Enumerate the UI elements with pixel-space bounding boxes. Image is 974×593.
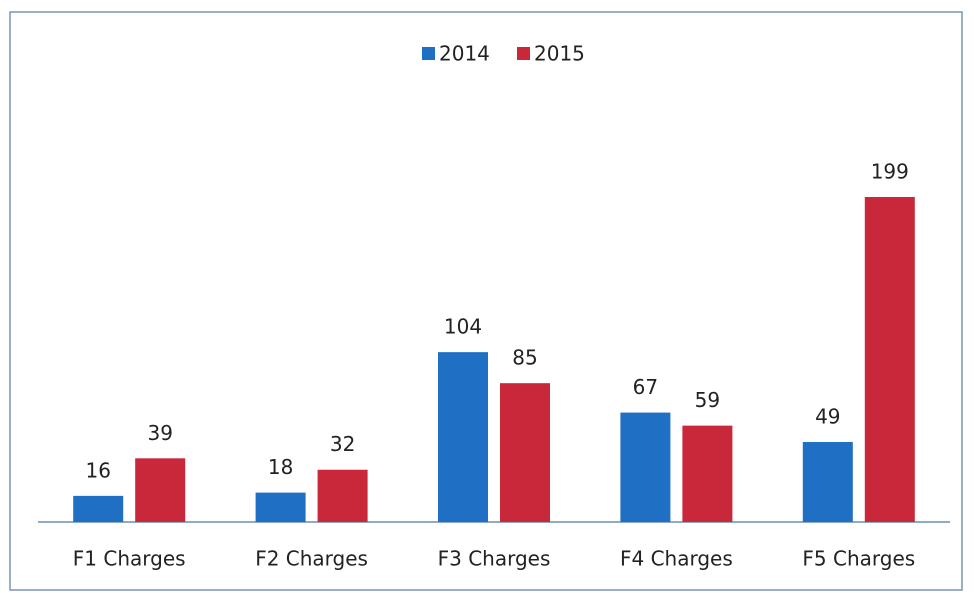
chart-frame	[9, 11, 963, 591]
value-label: 16	[85, 458, 110, 482]
bar	[438, 352, 488, 522]
bar	[864, 197, 915, 522]
legend-label: 2015	[534, 42, 585, 66]
value-label: 104	[444, 315, 482, 339]
bar	[620, 412, 671, 522]
value-label: 67	[633, 375, 658, 399]
x-tick-label: F5 Charges	[802, 547, 915, 571]
x-tick-label: F1 Charges	[73, 547, 186, 571]
legend-label: 2014	[439, 42, 490, 66]
legend-swatch	[422, 47, 435, 60]
legend-swatch	[517, 47, 530, 60]
x-tick-label: F2 Charges	[255, 547, 368, 571]
bar	[73, 495, 124, 522]
bar	[317, 469, 368, 522]
bar	[135, 458, 186, 522]
bar	[255, 492, 306, 522]
x-tick-label: F4 Charges	[620, 547, 733, 571]
value-label: 85	[512, 346, 537, 370]
bar	[682, 425, 733, 522]
value-label: 39	[147, 421, 172, 445]
value-label: 199	[871, 160, 909, 184]
value-label: 18	[268, 455, 293, 479]
value-label: 59	[695, 388, 720, 412]
value-label: 49	[815, 404, 840, 428]
value-label: 32	[330, 432, 355, 456]
bar	[500, 383, 550, 522]
x-tick-label: F3 Charges	[438, 547, 551, 571]
bar	[802, 441, 853, 522]
